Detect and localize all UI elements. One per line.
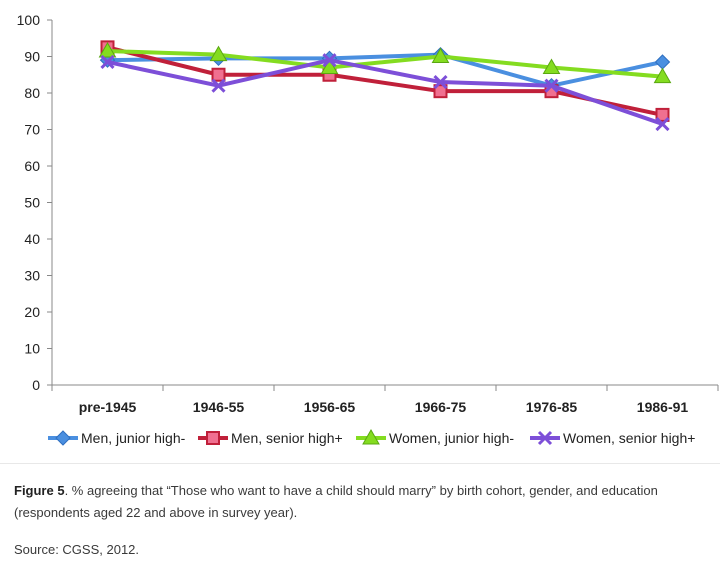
series-1 <box>100 40 670 122</box>
x-tick-label: 1946-55 <box>193 399 245 415</box>
data-point <box>655 116 670 132</box>
y-tick-label: 70 <box>24 122 40 138</box>
legend-label: Women, junior high- <box>389 430 514 446</box>
data-point <box>209 45 228 62</box>
y-tick-label: 0 <box>32 377 40 393</box>
data-point <box>100 54 115 70</box>
caption-divider <box>0 463 720 464</box>
data-point <box>320 58 339 74</box>
data-point <box>433 74 448 90</box>
y-tick-label: 10 <box>24 341 40 357</box>
series-line <box>107 49 663 79</box>
legend-label: Men, senior high+ <box>231 430 343 446</box>
data-point <box>211 78 226 93</box>
data-point <box>433 84 448 99</box>
y-tick-label: 80 <box>24 85 40 101</box>
chart-area: 0 10 20 30 40 50 60 70 80 90 100 pre-1945 1946-55 195… <box>17 12 719 446</box>
data-point <box>655 107 670 122</box>
figure-caption: Figure 5. % agreeing that “Those who wan… <box>14 480 710 524</box>
series-layer <box>98 40 672 132</box>
series-3 <box>100 53 670 132</box>
figure-label: Figure 5 <box>14 483 65 498</box>
y-tick-label: 50 <box>24 195 40 211</box>
data-point <box>654 54 671 70</box>
x-tick-label: 1976-85 <box>526 399 578 415</box>
legend-swatch-marker <box>55 430 71 446</box>
data-point <box>98 42 117 58</box>
legend-item: Men, junior high- <box>48 430 186 446</box>
legend-item: Men, senior high+ <box>198 430 343 446</box>
series-line <box>107 45 663 117</box>
figure-caption-text: . % agreeing that “Those who want to hav… <box>14 483 658 520</box>
legend-label: Men, junior high- <box>81 430 186 446</box>
series-2 <box>98 42 672 84</box>
x-tick-label: pre-1945 <box>79 399 137 415</box>
y-tick-label: 100 <box>17 12 41 28</box>
legend-label: Women, senior high+ <box>563 430 695 446</box>
legend-item: Women, senior high+ <box>530 430 695 446</box>
legend-swatch-marker <box>362 428 380 445</box>
data-point <box>211 67 226 82</box>
y-tick-label: 30 <box>24 268 40 284</box>
data-point <box>431 47 450 63</box>
x-tick-label: 1986-91 <box>637 399 689 415</box>
data-point <box>653 67 672 84</box>
legend-swatch-marker <box>206 431 220 445</box>
figure-source: Source: CGSS, 2012. <box>14 542 140 557</box>
y-tick-label: 20 <box>24 304 40 320</box>
legend-item: Women, junior high- <box>356 428 514 446</box>
data-point <box>544 78 559 93</box>
y-tick-label: 90 <box>24 49 40 65</box>
line-chart: 0 10 20 30 40 50 60 70 80 90 100 pre-1945 1946-55 195… <box>17 12 719 446</box>
y-tick-label: 40 <box>24 231 40 247</box>
chart-legend: Men, junior high- Men, senior high+ Women,… <box>48 428 695 446</box>
series-line <box>107 52 663 88</box>
legend-swatch-marker <box>537 430 553 446</box>
series-line <box>107 58 664 126</box>
data-point <box>542 58 561 74</box>
x-tick-label: 1966-75 <box>415 399 467 415</box>
y-tick-label: 60 <box>24 158 40 174</box>
chart-axes: 0 10 20 30 40 50 60 70 80 90 100 pre-1945 1946-55 195… <box>17 12 719 415</box>
data-point <box>322 53 337 68</box>
x-tick-label: 1956-65 <box>304 399 356 415</box>
